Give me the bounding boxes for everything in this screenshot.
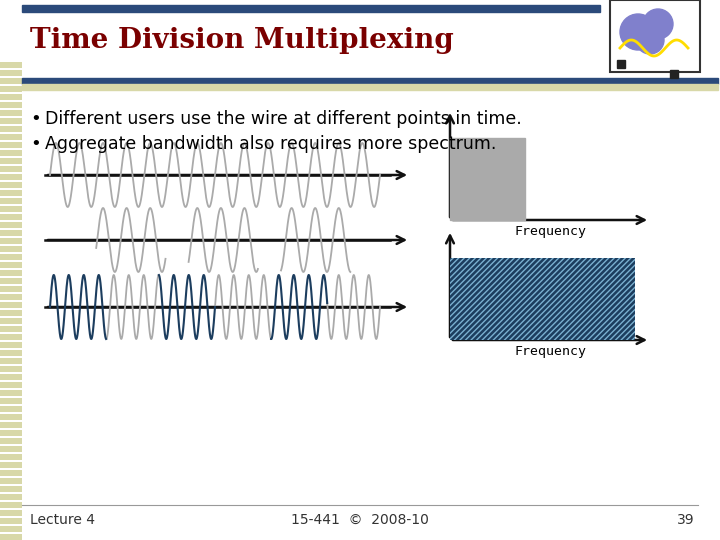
Bar	[0, 318, 22, 324]
Circle shape	[636, 26, 664, 54]
Bar	[0, 358, 22, 364]
Bar	[0, 70, 22, 76]
Bar	[0, 430, 22, 436]
Text: Frequency: Frequency	[514, 345, 586, 358]
Text: •: •	[30, 110, 41, 128]
Bar	[0, 454, 22, 460]
Bar	[0, 310, 22, 316]
Bar	[0, 510, 22, 516]
Bar	[0, 118, 22, 124]
Bar	[0, 86, 22, 92]
Text: Aggregate bandwidth also requires more spectrum.: Aggregate bandwidth also requires more s…	[45, 135, 496, 153]
Bar	[0, 486, 22, 492]
Bar	[0, 406, 22, 412]
Bar	[0, 246, 22, 252]
Bar	[0, 526, 22, 532]
Bar	[0, 262, 22, 268]
Bar	[22, 5, 600, 12]
Text: Different users use the wire at different points in time.: Different users use the wire at differen…	[45, 110, 522, 128]
Bar	[0, 142, 22, 148]
Bar	[0, 222, 22, 228]
Bar	[0, 470, 22, 476]
Bar	[0, 198, 22, 204]
Bar	[0, 294, 22, 300]
Bar	[450, 258, 635, 340]
Bar	[0, 462, 22, 468]
Text: 15-441  ©  2008-10: 15-441 © 2008-10	[291, 513, 429, 527]
Bar	[0, 214, 22, 220]
Bar	[670, 70, 678, 78]
Bar	[0, 278, 22, 284]
Bar	[0, 518, 22, 524]
Bar	[617, 60, 625, 68]
Bar	[22, 78, 718, 84]
Bar	[0, 438, 22, 444]
Bar	[0, 302, 22, 308]
Bar	[0, 366, 22, 372]
Bar	[0, 478, 22, 484]
Circle shape	[643, 9, 673, 39]
Bar	[0, 422, 22, 428]
Bar	[610, 0, 700, 72]
Bar	[0, 414, 22, 420]
Bar	[0, 238, 22, 244]
Bar	[0, 382, 22, 388]
Bar	[0, 78, 22, 84]
Text: •: •	[30, 135, 41, 153]
Bar	[0, 374, 22, 380]
Bar	[0, 166, 22, 172]
Text: Time Division Multiplexing: Time Division Multiplexing	[30, 26, 454, 53]
Bar	[0, 94, 22, 100]
Bar	[0, 390, 22, 396]
Bar	[0, 334, 22, 340]
Bar	[0, 446, 22, 452]
Bar	[450, 258, 635, 340]
Bar	[0, 502, 22, 508]
Bar	[0, 102, 22, 108]
Bar	[0, 158, 22, 164]
Bar	[0, 494, 22, 500]
Bar	[450, 138, 525, 220]
Bar	[0, 230, 22, 236]
Circle shape	[620, 14, 656, 50]
Bar	[0, 254, 22, 260]
Bar	[0, 62, 22, 68]
Bar	[0, 286, 22, 292]
Bar	[0, 350, 22, 356]
Text: 39: 39	[678, 513, 695, 527]
Bar	[0, 534, 22, 540]
Text: Lecture 4: Lecture 4	[30, 513, 95, 527]
Bar	[0, 270, 22, 276]
Bar	[0, 134, 22, 140]
Bar	[22, 84, 718, 90]
Bar	[0, 126, 22, 132]
Bar	[0, 182, 22, 188]
Bar	[0, 326, 22, 332]
Bar	[0, 174, 22, 180]
Text: Frequency: Frequency	[514, 225, 586, 238]
Bar	[0, 398, 22, 404]
Bar	[0, 190, 22, 196]
Bar	[0, 150, 22, 156]
Bar	[0, 342, 22, 348]
Bar	[0, 206, 22, 212]
Bar	[0, 110, 22, 116]
